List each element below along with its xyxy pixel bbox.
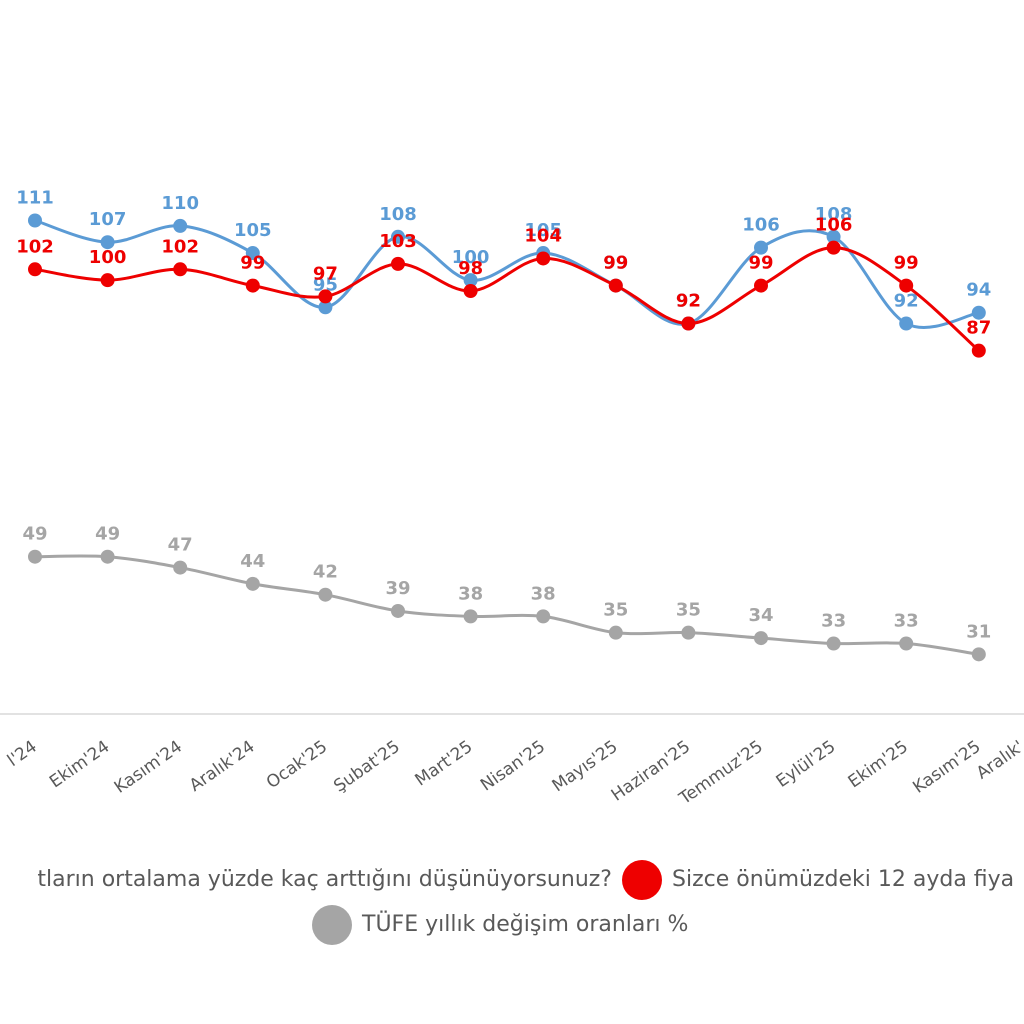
data-point [100, 235, 115, 250]
data-label: 97 [313, 263, 338, 284]
data-point [28, 262, 42, 277]
data-label: 49 [95, 524, 120, 545]
data-point [754, 240, 768, 255]
data-point [245, 278, 260, 293]
data-point [318, 300, 333, 315]
series-line [34, 246, 980, 352]
data-label: 106 [742, 215, 780, 236]
data-point [173, 218, 188, 233]
data-point [391, 229, 405, 244]
data-label: 33 [821, 611, 846, 632]
legend-marker [622, 860, 662, 900]
data-label: 94 [966, 280, 991, 301]
data-point [173, 262, 188, 277]
data-label: 47 [168, 535, 193, 556]
data-point [28, 213, 42, 228]
data-label: 100 [89, 247, 127, 268]
data-point [899, 636, 914, 651]
data-label: 38 [458, 583, 483, 604]
data-label: 99 [894, 253, 919, 274]
data-point [391, 603, 405, 618]
x-tick-label: Kasım'24 [111, 737, 186, 798]
data-point [971, 647, 986, 662]
data-point [899, 278, 914, 293]
data-point [681, 625, 696, 640]
data-label: 98 [458, 258, 483, 279]
data-point [463, 284, 478, 298]
data-point [754, 278, 768, 293]
x-tick-label: Ocak'25 [263, 737, 331, 793]
data-point [536, 609, 551, 624]
data-label: 31 [966, 621, 991, 642]
data-point [971, 305, 986, 320]
data-label: 38 [531, 583, 556, 604]
x-tick-label: Eylül'25 [773, 737, 840, 792]
data-label: 35 [676, 600, 701, 621]
data-label: 39 [385, 578, 410, 599]
legend-label: tların ortalama yüzde kaç arttığını düşü… [37, 867, 612, 892]
x-tick-label: Aralık' [973, 737, 1024, 784]
data-point [754, 631, 768, 646]
data-label: 110 [161, 193, 199, 214]
data-label: 87 [966, 318, 991, 339]
data-label: 95 [313, 274, 338, 295]
data-point [826, 229, 841, 244]
data-label: 102 [16, 236, 54, 257]
data-point [899, 316, 914, 331]
data-point [826, 636, 841, 651]
data-label: 103 [379, 231, 417, 252]
data-label: 92 [676, 291, 701, 312]
data-point [173, 560, 188, 575]
legend-label: TÜFE yıllık değişim oranları % [361, 911, 688, 937]
data-label: 99 [240, 253, 265, 274]
data-label: 49 [22, 524, 47, 545]
data-point [608, 625, 623, 640]
data-point [971, 343, 986, 358]
x-tick-label: Nisan'25 [477, 737, 549, 796]
data-point [318, 587, 333, 602]
x-tick-label: Mart'25 [412, 737, 477, 791]
data-label: 99 [603, 253, 628, 274]
x-tick-label: Aralık'24 [186, 737, 259, 796]
data-label: 42 [313, 562, 338, 583]
data-point [318, 289, 333, 304]
data-label: 44 [240, 551, 265, 572]
data-label: 108 [379, 204, 417, 225]
x-tick-label: Ekim'25 [845, 737, 912, 792]
data-point [536, 251, 551, 266]
data-label: 99 [603, 253, 628, 274]
data-point [100, 273, 115, 288]
data-label: 100 [452, 247, 490, 268]
data-point [100, 549, 115, 564]
data-point [391, 256, 405, 271]
data-point [463, 609, 478, 624]
data-point [28, 549, 42, 564]
data-point [463, 273, 478, 288]
data-label: 92 [676, 291, 701, 312]
x-tick-label: Ekim'24 [46, 737, 113, 792]
data-label: 92 [894, 291, 919, 312]
data-label: 105 [524, 220, 562, 241]
data-label: 99 [748, 253, 773, 274]
data-label: 107 [89, 209, 127, 230]
x-tick-label: Şubat'25 [330, 737, 404, 797]
data-label: 105 [234, 220, 272, 241]
data-label: 108 [815, 204, 853, 225]
data-point [245, 246, 260, 261]
data-label: 111 [16, 188, 54, 209]
data-point [608, 278, 623, 293]
legend-marker [312, 905, 352, 945]
data-point [681, 316, 696, 331]
data-point [245, 576, 260, 591]
x-tick-label: l'24 [4, 737, 41, 771]
legend-label: Sizce önümüzdeki 12 ayda fiya [672, 867, 1014, 892]
data-label: 104 [524, 225, 562, 246]
data-label: 34 [748, 605, 773, 626]
data-label: 35 [603, 600, 628, 621]
data-point [826, 240, 841, 255]
data-label: 102 [161, 236, 199, 257]
data-label: 33 [894, 611, 919, 632]
data-label: 106 [815, 215, 853, 236]
